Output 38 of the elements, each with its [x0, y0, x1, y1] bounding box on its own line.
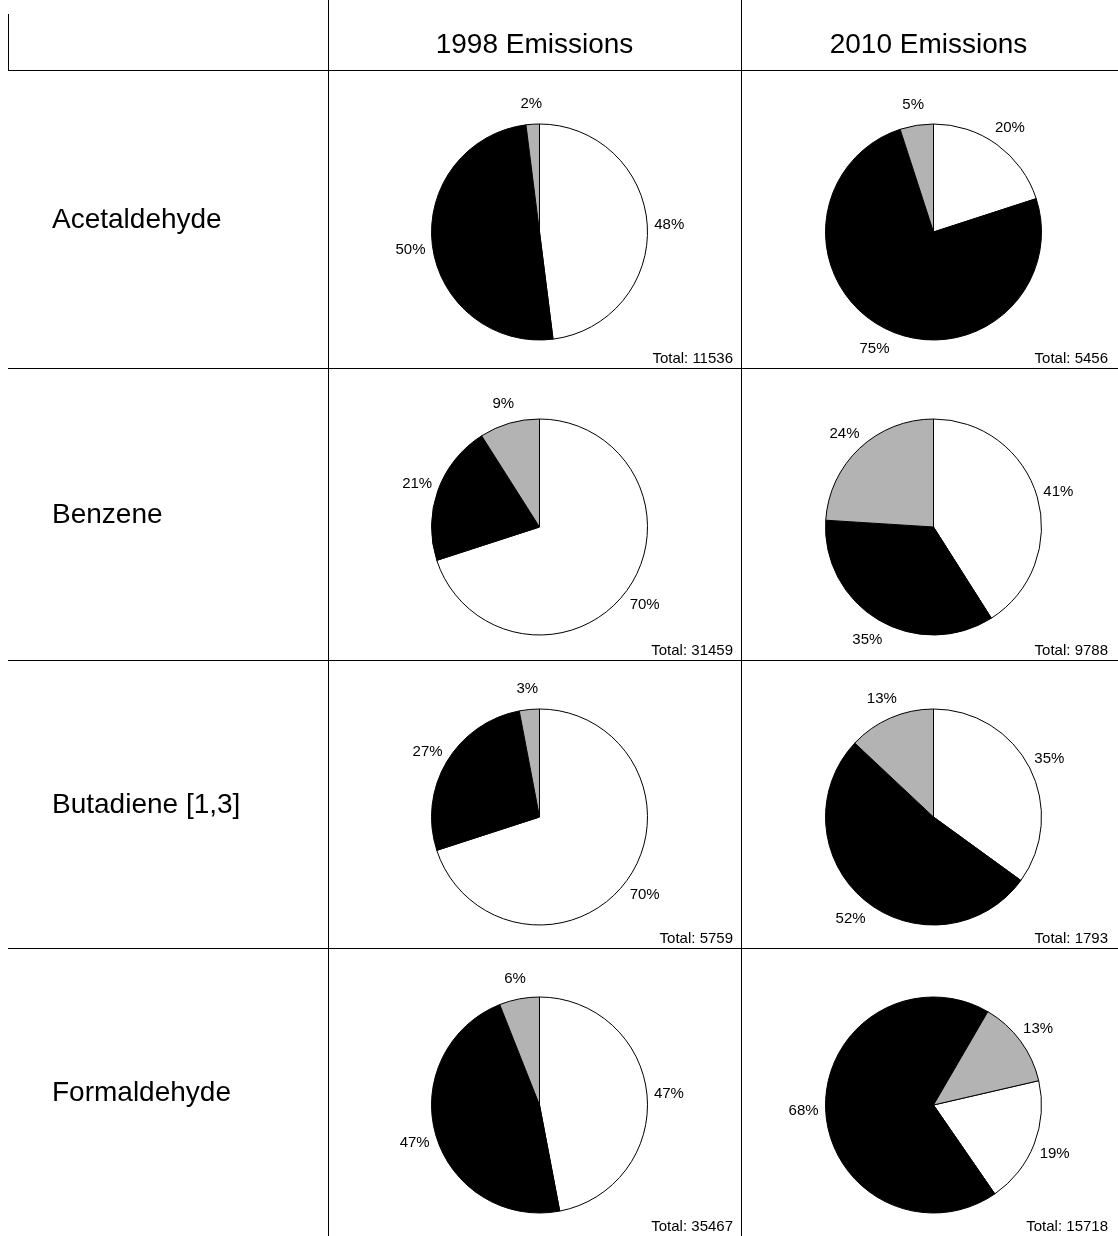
text: Total: 5759 [659, 929, 733, 946]
data-label: 19% [1039, 1143, 1070, 1161]
chart-title: 2010 Emissions [829, 27, 1028, 61]
text: Total: 5456 [1034, 349, 1108, 366]
data-label: 27% [412, 742, 443, 760]
text: Total: 31459 [651, 641, 733, 658]
data-label: 41% [1043, 482, 1074, 500]
data-label: 13% [1023, 1019, 1054, 1037]
text: Benzene [52, 498, 163, 530]
data-label: 68% [788, 1101, 819, 1119]
data-label: 52% [835, 908, 866, 926]
data-label: 48% [654, 215, 685, 233]
text: Butadiene [1,3] [52, 788, 241, 820]
data-label: 6% [504, 968, 526, 986]
data-label: 70% [629, 594, 660, 612]
data-label: 75% [859, 339, 890, 357]
data-label: 47% [399, 1132, 430, 1150]
data-label: 47% [653, 1084, 684, 1102]
data-label: 20% [994, 118, 1025, 136]
text: Total: 11536 [652, 349, 733, 366]
data-label: 35% [1034, 749, 1065, 767]
text: Total: 15718 [1026, 1217, 1108, 1234]
text: Formaldehyde [52, 1076, 231, 1108]
data-label: 3% [516, 679, 539, 697]
data-label: 24% [829, 423, 860, 441]
data-label: 2% [520, 93, 543, 111]
data-label: 35% [852, 630, 883, 648]
text: Total: 1793 [1034, 929, 1108, 946]
data-label: 5% [902, 95, 925, 113]
data-label: 70% [629, 884, 660, 902]
data-label: 13% [866, 689, 897, 707]
text: Total: 35467 [651, 1217, 733, 1234]
chart-title: 1998 Emissions [435, 27, 634, 61]
text: Total: 9788 [1034, 641, 1108, 658]
data-label: 21% [402, 474, 433, 492]
data-label: 50% [395, 239, 426, 257]
data-label: 9% [492, 393, 515, 411]
text: Acetaldehyde [52, 203, 222, 235]
